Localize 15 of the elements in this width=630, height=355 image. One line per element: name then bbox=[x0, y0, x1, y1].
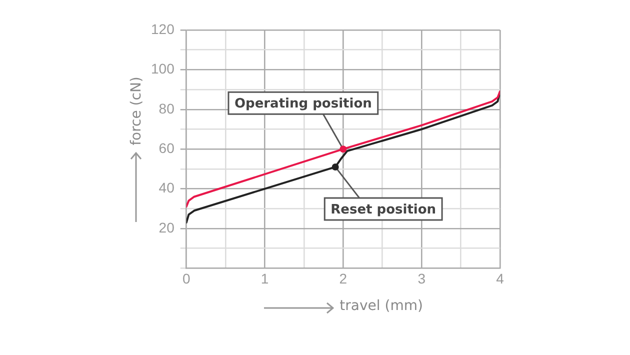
x-tick-label: 3 bbox=[418, 270, 426, 286]
x-tick-label: 2 bbox=[339, 270, 348, 286]
x-tick-label: 0 bbox=[182, 270, 190, 286]
y-tick-label: 40 bbox=[158, 180, 175, 196]
annotation: Reset position bbox=[330, 202, 436, 218]
y-tick-label: 60 bbox=[158, 140, 175, 156]
x-tick-label: 1 bbox=[260, 270, 269, 286]
y-axis-title: force (cN) bbox=[128, 76, 144, 146]
x-tick-label: 4 bbox=[496, 270, 504, 286]
annotation: Operating position bbox=[234, 96, 372, 112]
y-tick-label: 120 bbox=[151, 20, 175, 37]
y-tick-label: 20 bbox=[158, 219, 175, 236]
y-tick-label: 100 bbox=[151, 60, 175, 77]
y-tick-label: 80 bbox=[158, 100, 175, 116]
x-axis-title: travel (mm) bbox=[340, 298, 423, 314]
